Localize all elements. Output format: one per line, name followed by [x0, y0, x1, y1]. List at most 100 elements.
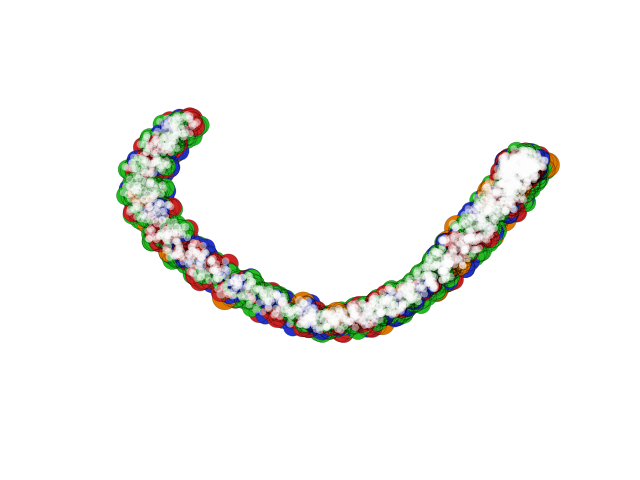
Circle shape — [308, 304, 316, 312]
Circle shape — [187, 267, 206, 286]
Circle shape — [471, 221, 490, 240]
Circle shape — [375, 303, 383, 311]
Circle shape — [457, 208, 476, 227]
Circle shape — [292, 304, 311, 323]
Circle shape — [324, 309, 343, 328]
Circle shape — [262, 289, 281, 308]
Circle shape — [129, 161, 149, 181]
Circle shape — [483, 196, 502, 215]
Circle shape — [531, 150, 550, 169]
Circle shape — [170, 228, 177, 236]
Circle shape — [153, 135, 161, 143]
Circle shape — [326, 314, 333, 321]
Circle shape — [261, 301, 282, 321]
Circle shape — [481, 203, 488, 210]
Circle shape — [313, 309, 320, 316]
Circle shape — [332, 304, 353, 324]
Circle shape — [440, 254, 465, 279]
Circle shape — [308, 309, 328, 328]
Circle shape — [512, 159, 519, 167]
Circle shape — [179, 130, 186, 137]
Circle shape — [151, 136, 170, 155]
Circle shape — [156, 161, 163, 168]
Circle shape — [327, 315, 335, 322]
Circle shape — [518, 157, 543, 182]
Circle shape — [220, 285, 239, 304]
Circle shape — [506, 164, 513, 171]
Circle shape — [381, 292, 401, 312]
Circle shape — [264, 298, 272, 305]
Circle shape — [132, 203, 140, 210]
Circle shape — [267, 286, 286, 305]
Circle shape — [506, 155, 525, 174]
Circle shape — [262, 300, 281, 319]
Circle shape — [143, 192, 163, 212]
Circle shape — [399, 288, 419, 307]
Circle shape — [242, 293, 250, 300]
Circle shape — [517, 144, 536, 163]
Circle shape — [493, 168, 518, 193]
Circle shape — [433, 261, 440, 268]
Circle shape — [152, 131, 159, 138]
Circle shape — [157, 204, 176, 224]
Circle shape — [310, 318, 317, 325]
Circle shape — [189, 122, 196, 130]
Circle shape — [333, 313, 340, 321]
Circle shape — [497, 181, 504, 189]
Circle shape — [389, 296, 396, 303]
Circle shape — [525, 167, 532, 175]
Circle shape — [452, 246, 460, 253]
Circle shape — [141, 224, 161, 243]
Circle shape — [127, 180, 152, 205]
Circle shape — [332, 310, 351, 329]
Circle shape — [350, 309, 369, 328]
Circle shape — [442, 276, 449, 283]
Circle shape — [144, 207, 151, 215]
Circle shape — [465, 247, 484, 266]
Circle shape — [346, 302, 354, 310]
Circle shape — [516, 169, 524, 176]
Circle shape — [137, 192, 157, 212]
Circle shape — [269, 301, 289, 322]
Circle shape — [392, 303, 412, 322]
Circle shape — [424, 268, 431, 275]
Circle shape — [253, 285, 260, 292]
Circle shape — [173, 144, 180, 152]
Circle shape — [131, 187, 138, 194]
Circle shape — [338, 312, 346, 319]
Circle shape — [511, 148, 532, 168]
Circle shape — [540, 164, 547, 171]
Circle shape — [187, 261, 206, 280]
Circle shape — [179, 258, 187, 265]
Circle shape — [136, 174, 155, 193]
Circle shape — [497, 180, 504, 187]
Circle shape — [501, 165, 509, 173]
Circle shape — [520, 174, 540, 194]
Circle shape — [163, 232, 170, 240]
Circle shape — [327, 312, 335, 319]
Circle shape — [166, 142, 175, 151]
Circle shape — [360, 312, 367, 319]
Circle shape — [368, 296, 376, 303]
Circle shape — [522, 166, 529, 173]
Circle shape — [516, 158, 537, 179]
Circle shape — [356, 311, 381, 336]
Circle shape — [487, 177, 508, 197]
Circle shape — [444, 216, 469, 240]
Circle shape — [444, 271, 451, 278]
Circle shape — [358, 318, 365, 325]
Circle shape — [193, 119, 200, 126]
Circle shape — [158, 226, 177, 245]
Circle shape — [172, 114, 180, 122]
Circle shape — [170, 124, 189, 143]
Circle shape — [143, 174, 163, 193]
Circle shape — [143, 157, 150, 165]
Circle shape — [393, 280, 412, 300]
Circle shape — [508, 168, 516, 176]
Circle shape — [295, 296, 305, 306]
Circle shape — [468, 233, 475, 241]
Circle shape — [426, 277, 445, 296]
Circle shape — [527, 156, 548, 176]
Circle shape — [164, 201, 172, 208]
Circle shape — [153, 154, 172, 173]
